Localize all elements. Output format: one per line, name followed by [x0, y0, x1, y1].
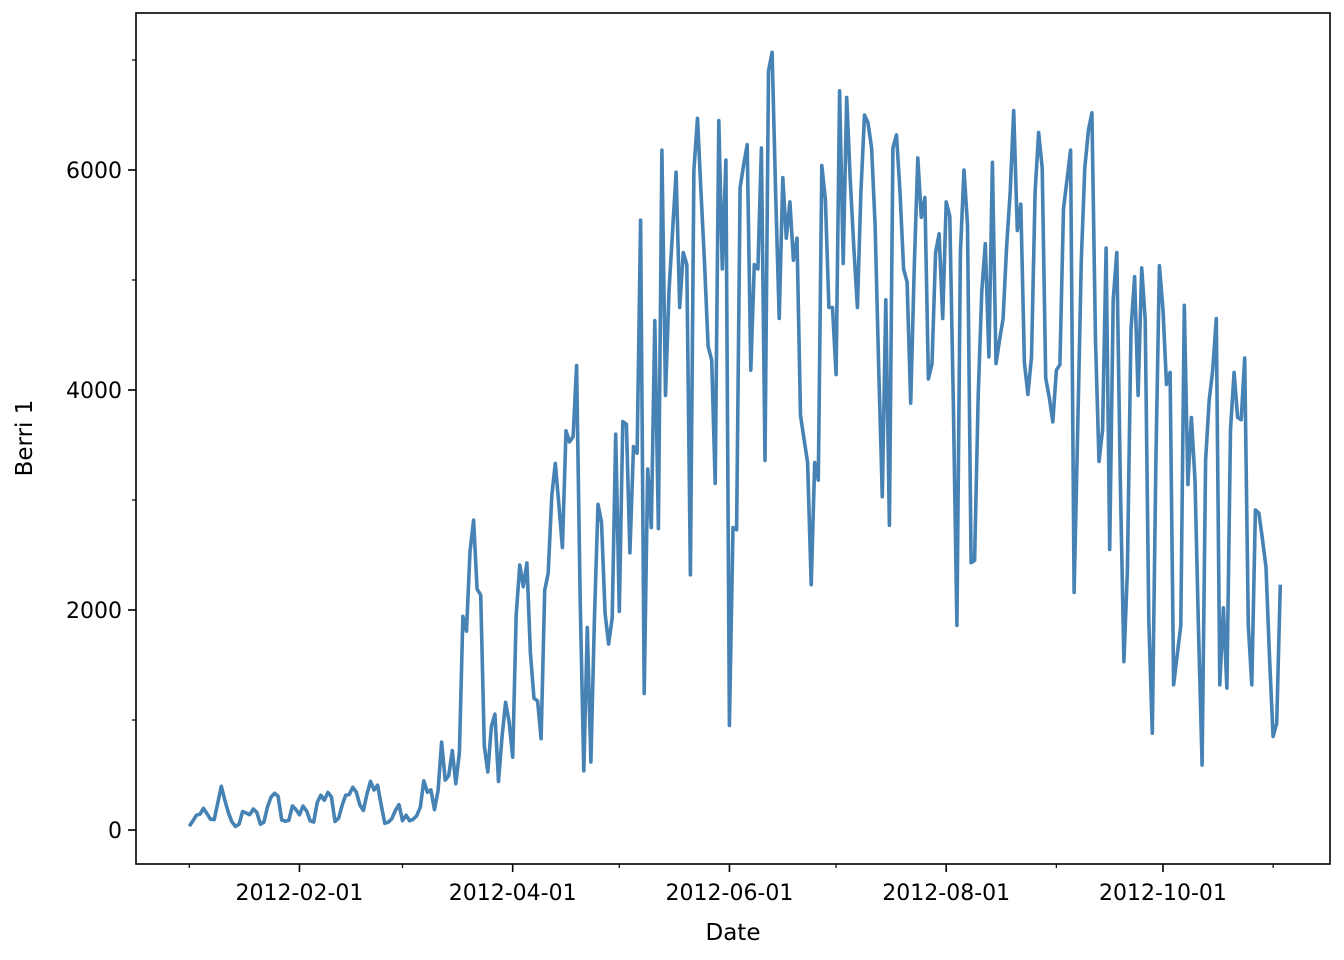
x-tick-label: 2012-02-01 — [236, 881, 364, 906]
plot-area — [136, 13, 1330, 864]
x-axis-label: Date — [706, 920, 761, 946]
y-tick-label: 4000 — [66, 379, 122, 404]
y-tick-label: 0 — [108, 819, 122, 844]
x-tick-label: 2012-04-01 — [449, 881, 577, 906]
y-axis-label: Berri 1 — [12, 400, 38, 477]
y-tick-label: 6000 — [66, 159, 122, 184]
x-tick-label: 2012-08-01 — [882, 881, 1010, 906]
x-tick-label: 2012-10-01 — [1099, 881, 1227, 906]
axes-frame — [135, 12, 1331, 865]
series-line-berri-1 — [187, 50, 1283, 829]
y-tick-label: 2000 — [66, 599, 122, 624]
x-tick-label: 2012-06-01 — [666, 881, 794, 906]
